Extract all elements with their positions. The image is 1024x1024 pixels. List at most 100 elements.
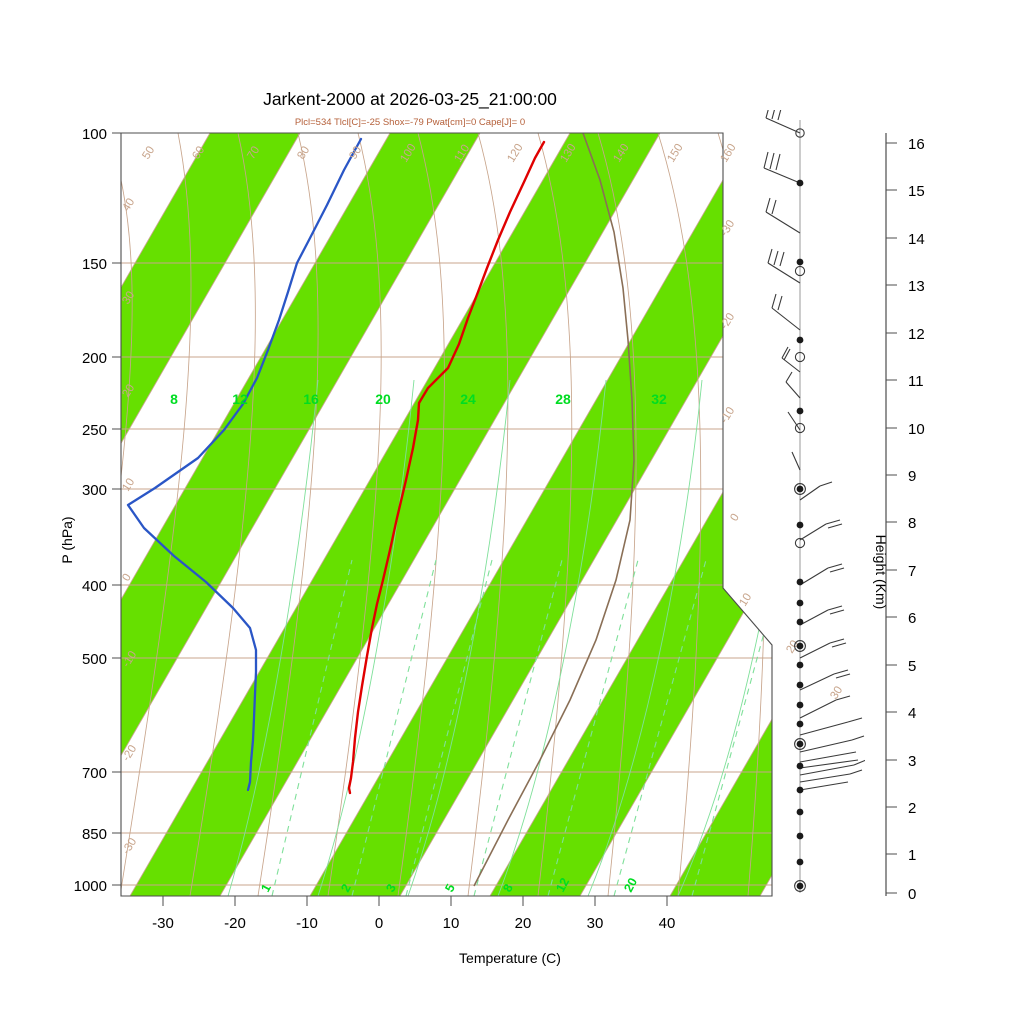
height-tick-1: 1 (908, 847, 916, 864)
level-marker-filled (796, 762, 804, 770)
pressure-tick-500: 500 (82, 651, 107, 668)
height-tick-6: 6 (908, 610, 916, 627)
pressure-tick-1000: 1000 (74, 878, 107, 895)
height-tick-13: 13 (908, 278, 925, 295)
pressure-tick-850: 850 (82, 826, 107, 843)
temperature-axis: -30 -20 -10 0 10 20 30 40 Temperature (C… (152, 896, 675, 966)
wind-level-markers (794, 128, 806, 892)
isotherm-left-30: 30 (120, 289, 137, 306)
height-tick-11: 11 (908, 373, 924, 390)
level-marker-filled (796, 578, 804, 586)
height-tick-10: 10 (908, 421, 925, 438)
temp-tick-20: 20 (515, 915, 532, 932)
level-marker-open (794, 640, 806, 652)
dewpoint-profile (126, 137, 363, 792)
level-marker-filled (796, 618, 804, 626)
height-tick-8: 8 (908, 515, 916, 532)
level-marker-filled (796, 786, 804, 794)
level-marker-open (794, 351, 806, 363)
isotherm-left-0: 0 (120, 572, 134, 584)
pressure-tick-100: 100 (82, 126, 107, 143)
level-marker-filled (796, 521, 804, 529)
temp-tick-10: 10 (443, 915, 460, 932)
isotherm-left-10: 10 (120, 476, 137, 493)
level-marker-filled (796, 832, 804, 840)
pressure-tick-150: 150 (82, 256, 107, 273)
temp-tick-30: 30 (587, 915, 604, 932)
height-tick-2: 2 (908, 800, 916, 817)
pressure-tick-700: 700 (82, 765, 107, 782)
pressure-tick-200: 200 (82, 350, 107, 367)
theta-label-28: 28 (555, 391, 571, 407)
level-marker-open (794, 483, 806, 495)
level-marker-filled (796, 858, 804, 866)
isotherm-lines (121, 133, 772, 896)
adiabat-label-70: 70 (245, 144, 262, 161)
wind-barb-column (763, 110, 865, 893)
pressure-tick-300: 300 (82, 482, 107, 499)
isotherm-left-20: 20 (120, 382, 137, 399)
level-marker-open (794, 537, 806, 549)
isotherm-right-30: 30 (828, 684, 845, 701)
temperature-axis-label: Temperature (C) (459, 950, 561, 966)
level-marker-open (794, 265, 806, 277)
theta-label-32: 32 (651, 391, 667, 407)
adiabat-label-90: 90 (347, 144, 364, 161)
level-marker-filled (796, 808, 804, 816)
wind-barb-staffs (763, 110, 865, 791)
dry-adiabat-lines (121, 133, 766, 896)
mixratio-label-12: 12 (553, 876, 572, 895)
temp-tick-0: 0 (375, 915, 383, 932)
pressure-axis: 100 150 200 250 300 400 500 700 850 1000… (59, 126, 121, 895)
height-tick-12: 12 (908, 326, 925, 343)
theta-e-labels: 8 12 16 20 24 28 32 (170, 391, 667, 407)
height-tick-7: 7 (908, 563, 916, 580)
level-marker-filled (796, 599, 804, 607)
temp-tick-m30: -30 (152, 915, 174, 932)
level-marker-filled (796, 179, 804, 187)
isotherm-right-0: 0 (728, 512, 742, 524)
temperature-profile (347, 140, 546, 795)
height-tick-9: 9 (908, 468, 916, 485)
level-marker-filled (796, 642, 804, 650)
height-tick-14: 14 (908, 231, 925, 248)
page-title: Jarkent-2000 at 2026-03-25_21:00:00 (263, 89, 557, 110)
height-tick-5: 5 (908, 658, 916, 675)
temp-tick-m10: -10 (296, 915, 318, 932)
plot-frame (120, 132, 773, 897)
level-marker-filled (796, 882, 804, 890)
adiabat-label-80: 80 (295, 144, 312, 161)
adiabat-label-50: 50 (140, 144, 157, 161)
height-tick-15: 15 (908, 183, 925, 200)
theta-label-24: 24 (460, 391, 476, 407)
level-marker-filled (796, 701, 804, 709)
height-tick-3: 3 (908, 753, 916, 770)
mixratio-label-20: 20 (621, 876, 640, 895)
height-tick-0: 0 (908, 886, 916, 903)
parcel-trace (473, 133, 635, 887)
temp-tick-40: 40 (659, 915, 676, 932)
level-marker-open (794, 422, 806, 434)
height-axis-label: Height (Km) (873, 535, 889, 610)
level-marker-filled (796, 407, 804, 415)
level-marker-filled (796, 681, 804, 689)
moist-adiabat-lines (227, 379, 772, 896)
isobar-lines (121, 133, 772, 886)
theta-label-16: 16 (303, 391, 319, 407)
height-tick-4: 4 (908, 705, 916, 722)
level-marker-filled (796, 258, 804, 266)
theta-label-8: 8 (170, 391, 178, 407)
pressure-tick-250: 250 (82, 422, 107, 439)
isotherm-left-40: 40 (120, 196, 137, 213)
isotherm-right-10: 10 (737, 591, 754, 608)
level-marker-open (794, 880, 806, 892)
indices-subtitle: Plcl=534 Tlcl[C]=-25 Shox=-79 Pwat[cm]=0… (295, 117, 525, 128)
level-marker-filled (796, 485, 804, 493)
level-marker-filled (796, 740, 804, 748)
isotherm-right-20: 20 (784, 638, 801, 655)
theta-label-12: 12 (232, 391, 248, 407)
pressure-tick-400: 400 (82, 578, 107, 595)
height-axis: 16 15 14 13 12 11 10 9 8 7 6 5 4 3 2 1 0… (873, 133, 925, 903)
